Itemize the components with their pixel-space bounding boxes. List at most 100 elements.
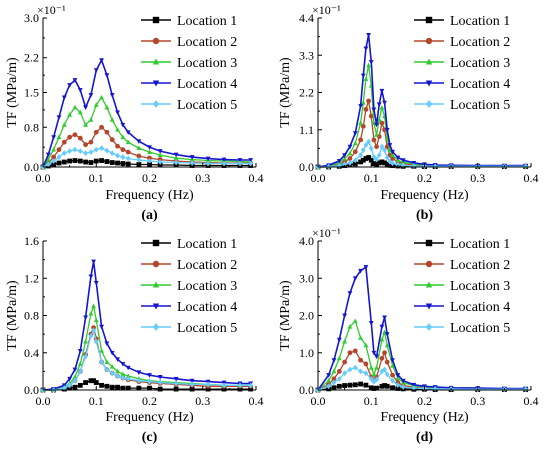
data-point <box>342 155 348 161</box>
data-point <box>88 117 94 122</box>
data-point <box>384 359 390 365</box>
data-point <box>120 122 126 128</box>
data-point <box>136 385 142 391</box>
data-point <box>173 155 179 160</box>
series-2 <box>40 124 254 170</box>
x-tick-label: 0.4 <box>249 171 264 185</box>
data-point <box>384 332 390 337</box>
data-point <box>371 137 377 143</box>
data-point <box>109 350 115 356</box>
data-point <box>363 46 369 52</box>
data-point <box>374 156 379 163</box>
data-point <box>77 109 83 115</box>
data-point <box>125 161 131 167</box>
data-point <box>352 140 358 146</box>
data-point <box>93 317 99 323</box>
data-point <box>91 327 96 334</box>
data-point <box>366 33 371 38</box>
data-point <box>109 364 115 369</box>
legend-label: Location 2 <box>177 35 237 50</box>
x-tick-label: 0.0 <box>311 394 326 408</box>
data-point <box>376 160 382 166</box>
data-point <box>77 361 83 366</box>
data-point <box>93 68 99 73</box>
data-point <box>136 377 142 384</box>
chart-panel-a: 0.0 0.1 0.2 0.3 0.4 0.0 0.8 1.5 2.2 3.0×10⁻¹ Frequ… <box>5 3 264 223</box>
data-point <box>189 386 195 392</box>
x-tick-label: 0.2 <box>142 394 157 408</box>
data-point <box>125 139 131 145</box>
y-tick-label: 0.8 <box>24 120 39 134</box>
y-tick-label: 1.2 <box>24 271 39 285</box>
data-point <box>83 150 88 156</box>
data-point <box>382 100 387 106</box>
data-point <box>523 386 529 393</box>
x-tick-label: 0.1 <box>364 394 379 408</box>
legend: Location 1 Location 2 Location 3 Location 4… <box>141 14 237 113</box>
data-point <box>363 382 369 388</box>
y-tick-label: 0.0 <box>24 160 39 174</box>
data-point <box>83 105 88 111</box>
data-point <box>395 382 401 389</box>
data-point <box>358 120 363 125</box>
data-point <box>99 124 104 130</box>
data-point <box>390 377 395 384</box>
data-point <box>358 104 363 109</box>
legend: Location 1 Location 2 Location 3 Location 4… <box>414 237 510 336</box>
data-point <box>336 355 342 361</box>
data-point <box>77 382 83 388</box>
y-tick-label: 2.0 <box>299 309 314 323</box>
data-point <box>360 73 366 79</box>
data-point <box>51 146 57 152</box>
data-point <box>237 160 243 167</box>
data-point <box>352 276 358 281</box>
legend-marker <box>152 239 160 247</box>
data-point <box>205 381 211 388</box>
data-point <box>109 370 115 377</box>
data-point <box>104 366 110 373</box>
data-point <box>360 100 366 105</box>
legend-label: Location 5 <box>450 98 510 113</box>
legend-marker <box>425 260 433 268</box>
data-point <box>157 162 163 168</box>
data-point <box>83 315 88 321</box>
data-point <box>371 371 377 377</box>
data-point <box>390 358 395 363</box>
data-point <box>363 342 369 348</box>
data-point <box>136 370 142 375</box>
data-point <box>189 160 195 166</box>
y-tick-label: 2.2 <box>299 86 314 100</box>
data-point <box>248 386 254 392</box>
data-point <box>331 385 337 391</box>
data-point <box>51 162 57 167</box>
legend-label: Location 2 <box>177 258 237 273</box>
data-point <box>147 145 152 150</box>
data-point <box>371 386 377 391</box>
data-point <box>173 376 179 382</box>
data-point <box>157 159 163 165</box>
data-point <box>342 161 348 168</box>
data-point <box>352 318 358 324</box>
panel-caption: (a) <box>141 208 158 223</box>
data-point <box>374 161 379 167</box>
data-point <box>147 149 152 155</box>
data-point <box>390 156 395 161</box>
x-tick-label: 0.0 <box>311 171 326 185</box>
data-point <box>67 376 73 382</box>
data-point <box>72 104 78 110</box>
data-point <box>91 303 96 309</box>
legend-marker <box>152 260 160 268</box>
data-point <box>99 94 104 100</box>
x-tick-label: 0.3 <box>470 394 485 408</box>
legend-label: Location 5 <box>177 98 237 113</box>
data-point <box>390 363 395 368</box>
data-point <box>88 149 94 155</box>
data-point <box>88 333 94 339</box>
data-point <box>342 383 348 388</box>
data-point <box>374 132 379 137</box>
data-point <box>120 134 126 140</box>
data-point <box>125 365 131 371</box>
data-point <box>173 380 179 387</box>
data-point <box>390 385 395 391</box>
data-point <box>173 152 179 158</box>
